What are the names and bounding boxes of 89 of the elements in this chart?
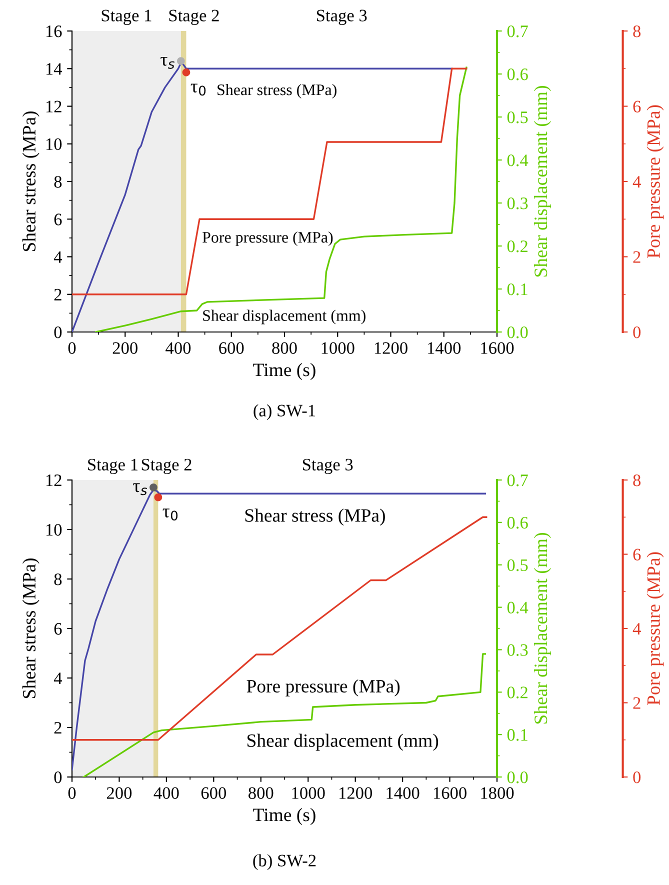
y2-tick-label: 0.1 <box>507 729 528 741</box>
y3-tick-label: 2 <box>633 697 640 709</box>
y3-tick-label: 0 <box>633 326 641 338</box>
annotation: τ$_{0}$ <box>190 84 206 96</box>
y3-tick-label: 0 <box>633 771 641 784</box>
band-label: Stage 2 <box>142 458 192 474</box>
series-label: Shear displacement (mm) <box>203 310 366 324</box>
x-tick-label: 800 <box>272 342 297 354</box>
x-tick-label: 400 <box>166 342 191 354</box>
y3-tick-label: 8 <box>633 474 641 486</box>
y-tick-label: 12 <box>46 474 62 486</box>
y-tick-label: 2 <box>54 288 62 300</box>
series-label: Shear stress (MPa) <box>245 508 385 526</box>
y-tick-label: 8 <box>54 573 62 586</box>
y3-tick-label: 8 <box>633 25 641 38</box>
x-tick-label: 0 <box>68 787 76 799</box>
y2-tick-label: 0.6 <box>507 516 528 529</box>
x-tick-label: 1600 <box>434 787 466 799</box>
y2-tick-label: 0.5 <box>507 559 528 572</box>
annotation: τ$_{s}$ <box>160 56 174 69</box>
y-tick-label: 6 <box>54 623 62 635</box>
series-label: Pore pressure (MPa) <box>202 231 333 246</box>
x-tick-label: 1600 <box>481 342 514 354</box>
y2-axis-title: Shear displacement (mm) <box>534 86 551 277</box>
text: (b) SW-2 <box>253 854 316 870</box>
y2-axis-title: Shear displacement (mm) <box>534 533 551 724</box>
y3-tick-label: 2 <box>633 251 640 263</box>
x-tick-label: 1400 <box>428 342 461 354</box>
y-tick-label: 2 <box>54 722 62 734</box>
y2-tick-label: 0.2 <box>507 240 528 252</box>
y2-tick-label: 0.7 <box>507 474 528 486</box>
x-tick-label: 600 <box>201 787 226 799</box>
x-tick-label: 600 <box>219 342 244 354</box>
y-tick-label: 16 <box>46 26 62 38</box>
series-label: Shear stress (MPa) <box>218 84 336 98</box>
y3-tick-label: 6 <box>633 548 641 560</box>
x-tick-label: 1000 <box>322 342 354 354</box>
y-tick-label: 6 <box>54 214 62 226</box>
x-axis-title: Time (s) <box>253 363 316 380</box>
y-tick-label: 12 <box>46 100 62 112</box>
x-tick-label: 1200 <box>374 342 408 354</box>
y-tick-label: 10 <box>46 138 62 150</box>
band-label: Stage 1 <box>88 458 138 474</box>
y-tick-label: 14 <box>46 63 62 75</box>
x-axis-title: Time (s) <box>253 808 316 826</box>
y3-axis-title: Pore pressure (MPa) <box>646 105 664 258</box>
x-tick-label: 200 <box>112 342 138 354</box>
y3-axis-title: Pore pressure (MPa) <box>646 552 664 706</box>
y-tick-label: 8 <box>54 176 62 188</box>
x-tick-label: 1800 <box>481 787 514 799</box>
text: Stage 3 <box>316 10 367 25</box>
y2-tick-label: 0.0 <box>507 326 528 338</box>
annotation: τ$_{s}$ <box>133 483 147 496</box>
band-label: Stage 2 <box>169 10 219 25</box>
y-axis-title: Shear stress (MPa) <box>22 558 40 698</box>
y-axis-title: Shear stress (MPa) <box>22 112 40 252</box>
y3-tick-label: 4 <box>632 176 641 188</box>
x-tick-label: 1400 <box>386 787 420 799</box>
x-tick-label: 1200 <box>340 787 372 799</box>
y2-tick-label: 0.6 <box>507 68 528 80</box>
y2-tick-label: 0.2 <box>507 686 528 698</box>
y3-tick-label: 4 <box>632 623 641 635</box>
y2-tick-label: 0.0 <box>507 771 528 784</box>
y2-tick-label: 0.1 <box>507 283 528 296</box>
y3-tick-label: 6 <box>633 100 641 112</box>
y-tick-label: 4 <box>54 672 62 684</box>
annotation: τ$_{0}$ <box>162 508 178 521</box>
x-tick-label: 400 <box>154 787 179 799</box>
series-label: Shear displacement (mm) <box>248 734 438 751</box>
band-label: Stage 1 <box>102 10 152 25</box>
y2-tick-label: 0.7 <box>507 25 528 38</box>
y-tick-label: 0 <box>54 326 62 338</box>
y-tick-label: 0 <box>54 771 62 784</box>
y-tick-label: 4 <box>54 251 62 263</box>
series-label: Pore pressure (MPa) <box>246 679 400 696</box>
text: (a) SW-1 <box>254 404 316 420</box>
x-tick-label: 800 <box>248 787 274 799</box>
y2-tick-label: 0.3 <box>507 197 528 210</box>
line-series <box>72 68 468 296</box>
y2-tick-label: 0.4 <box>507 154 528 166</box>
text: Stage 3 <box>302 458 353 474</box>
y2-tick-label: 0.5 <box>507 111 528 124</box>
y-tick-label: 10 <box>46 524 62 536</box>
y2-tick-label: 0.3 <box>507 644 528 656</box>
line-series <box>82 653 486 777</box>
x-tick-label: 200 <box>106 787 132 799</box>
x-tick-label: 0 <box>68 342 76 354</box>
x-tick-label: 1000 <box>292 787 325 799</box>
y2-tick-label: 0.4 <box>507 602 528 614</box>
